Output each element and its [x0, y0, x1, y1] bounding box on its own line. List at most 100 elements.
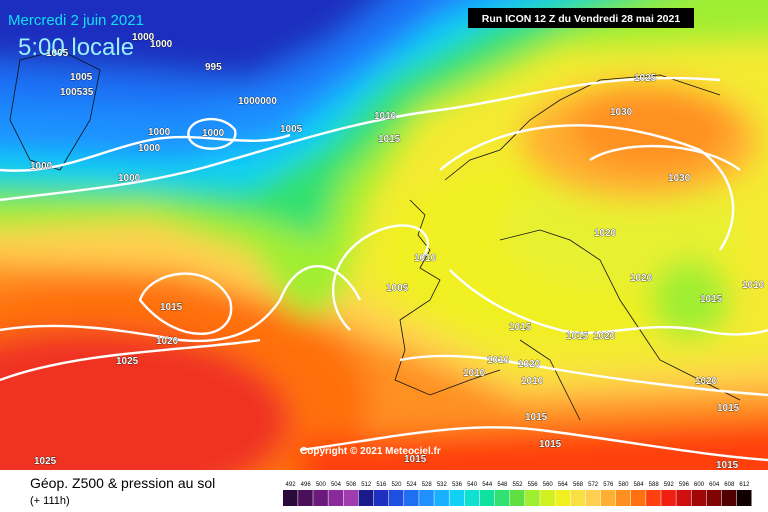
legend-value: 516 [376, 482, 387, 488]
isobar-label: 1000000 [238, 96, 277, 107]
isobar-label: 1010 [414, 253, 437, 264]
legend-value: 540 [467, 482, 478, 488]
isobar-label: 995 [205, 62, 222, 73]
legend-value: 528 [422, 482, 433, 488]
legend-swatch [298, 490, 313, 506]
isobar-label: 1005 [386, 283, 409, 294]
legend-value: 520 [391, 482, 402, 488]
legend-value: 600 [694, 482, 705, 488]
legend-swatch [479, 490, 495, 506]
isobar-label: 1020 [518, 359, 541, 370]
isobar-label: 1010 [521, 376, 544, 387]
legend-swatch [509, 490, 525, 506]
legend-swatch [419, 490, 434, 506]
legend-swatch [494, 490, 510, 506]
isobar-label: 1005 [280, 124, 303, 135]
legend-value: 536 [452, 482, 463, 488]
isobar-label: 1015 [509, 322, 532, 333]
legend-swatch [373, 490, 389, 506]
legend-swatch [404, 490, 419, 506]
isobar-label: 1000 [132, 32, 155, 43]
run-box [468, 8, 694, 28]
isobar-label: 1015 [700, 294, 723, 305]
legend-swatch [358, 490, 374, 506]
legend-swatch [600, 490, 616, 506]
legend-value: 560 [543, 482, 554, 488]
run: Run ICON 12 Z du Vendredi 28 mai 2021 [482, 13, 681, 25]
legend-swatch [661, 490, 676, 506]
legend-value: 580 [618, 482, 629, 488]
isobar-label: 1015 [525, 412, 548, 423]
isobar-label: 1000 [118, 173, 141, 184]
legend-value: 584 [634, 482, 645, 488]
legend-value: 588 [649, 482, 660, 488]
legend-value: 512 [361, 482, 372, 488]
isobar-label: 1020 [695, 376, 718, 387]
legend-value: 548 [497, 482, 508, 488]
legend-value: 604 [709, 482, 720, 488]
isobar-label: 1015 [160, 302, 183, 313]
field [0, 0, 768, 470]
isobar-label: 1020 [594, 228, 617, 239]
legend-value: 544 [482, 482, 493, 488]
isobar-label: 1030 [610, 107, 633, 118]
isobar-label: 1015 [404, 454, 427, 465]
legend-value: 524 [407, 482, 418, 488]
legend-swatch [313, 490, 328, 506]
legend-value: 576 [603, 482, 614, 488]
legend-value: 508 [346, 482, 357, 488]
footer-title: Géop. Z500 & pression au sol [30, 475, 215, 491]
legend-value: 592 [664, 482, 675, 488]
isobar-label: 1030 [668, 173, 691, 184]
legend-swatch [525, 490, 540, 506]
date: Mercredi 2 juin 2021 [8, 12, 144, 29]
legend-swatch [283, 490, 298, 506]
legend-value: 608 [724, 482, 735, 488]
legend-value: 504 [331, 482, 342, 488]
isobar-label: 1005 [70, 72, 93, 83]
isobar-label: 1015 [539, 439, 562, 450]
legend-swatch [449, 490, 465, 506]
isobar-label: 1000 [138, 143, 161, 154]
legend-value: 552 [512, 482, 523, 488]
legend-value: 532 [437, 482, 448, 488]
legend-value: 492 [286, 482, 297, 488]
legend-value: 612 [739, 482, 750, 488]
isobar-label: 1000 [150, 39, 173, 50]
legend-swatch [630, 490, 646, 506]
legend-value: 568 [573, 482, 584, 488]
legend-swatch [540, 490, 555, 506]
color-legend: 492 496 500 504 508 512 516 520 524 528 532 536 540 5… [283, 482, 752, 506]
isobar-label: 1000 [202, 128, 225, 139]
legend-value: 572 [588, 482, 599, 488]
isobar-label: 1015 [566, 331, 589, 342]
isobar-label: 1010 [487, 355, 510, 366]
legend-swatch [585, 490, 601, 506]
isobar-label: 1010 [463, 368, 486, 379]
isobar-label: 1010 [742, 280, 765, 291]
isobar-label: 1020 [593, 331, 616, 342]
legend-swatch [555, 490, 570, 506]
isobar-label: 1000 [30, 161, 53, 172]
isobar-label: 1015 [378, 134, 401, 145]
isobar-label: 1010 [374, 111, 397, 122]
legend-value: 556 [528, 482, 539, 488]
legend-swatch [691, 490, 707, 506]
legend-swatch [721, 490, 737, 506]
legend-value: 564 [558, 482, 569, 488]
legend-swatch [328, 490, 344, 506]
isobar-label: 1020 [156, 336, 179, 347]
isobar-label: 1025 [34, 456, 57, 467]
legend-swatch [646, 490, 661, 506]
isobar-label: 1025 [634, 73, 657, 84]
legend-swatch [615, 490, 631, 506]
legend-swatch [706, 490, 722, 506]
isobars [0, 76, 768, 462]
legend-value: 500 [316, 482, 327, 488]
isobar-label: 1025 [116, 356, 139, 367]
time: 5:00 locale [18, 34, 134, 61]
isobar-label: 1015 [717, 403, 740, 414]
